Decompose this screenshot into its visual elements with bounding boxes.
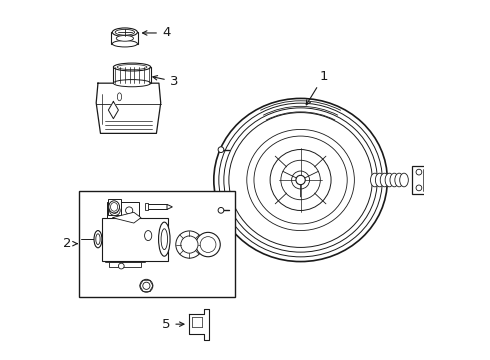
Text: 5: 5 (162, 318, 184, 331)
Ellipse shape (219, 103, 382, 257)
Text: 4: 4 (143, 27, 171, 40)
Circle shape (218, 147, 224, 153)
Ellipse shape (94, 230, 102, 248)
Circle shape (200, 237, 216, 252)
Ellipse shape (109, 201, 120, 213)
Polygon shape (190, 309, 209, 339)
Circle shape (292, 171, 310, 189)
Ellipse shape (380, 173, 389, 187)
Circle shape (119, 263, 124, 269)
Ellipse shape (375, 173, 384, 187)
Ellipse shape (390, 173, 398, 187)
Ellipse shape (159, 222, 170, 256)
Ellipse shape (117, 64, 147, 69)
Circle shape (181, 236, 198, 253)
Bar (101, 218, 168, 261)
Circle shape (218, 207, 224, 213)
Circle shape (140, 279, 153, 292)
Ellipse shape (112, 41, 137, 47)
Ellipse shape (395, 173, 403, 187)
Bar (108, 199, 121, 215)
Ellipse shape (370, 173, 379, 187)
Bar (111, 32, 139, 44)
Ellipse shape (113, 63, 151, 71)
Circle shape (296, 175, 305, 185)
Polygon shape (108, 102, 119, 119)
Bar (113, 67, 151, 83)
Circle shape (416, 185, 422, 191)
Ellipse shape (116, 36, 133, 41)
Bar (145, 203, 148, 211)
Text: 3: 3 (153, 75, 178, 88)
Circle shape (270, 149, 331, 211)
Ellipse shape (229, 113, 372, 247)
Ellipse shape (125, 207, 133, 214)
Ellipse shape (161, 229, 168, 249)
Ellipse shape (385, 173, 394, 187)
Circle shape (143, 282, 150, 289)
Text: 1: 1 (306, 69, 328, 105)
Ellipse shape (115, 30, 135, 35)
Ellipse shape (112, 28, 137, 37)
Ellipse shape (214, 98, 388, 262)
Text: 2: 2 (63, 237, 77, 250)
Ellipse shape (224, 108, 377, 252)
Polygon shape (112, 212, 141, 223)
Circle shape (196, 232, 220, 257)
Bar (109, 262, 141, 267)
Bar (413, 166, 431, 194)
Ellipse shape (111, 203, 118, 211)
Polygon shape (167, 204, 172, 210)
Ellipse shape (400, 173, 408, 187)
Bar (147, 204, 167, 210)
Ellipse shape (112, 208, 118, 213)
Bar (79, 191, 235, 297)
Bar (107, 202, 139, 218)
Ellipse shape (145, 230, 152, 240)
Ellipse shape (109, 206, 120, 216)
Ellipse shape (113, 80, 151, 87)
Polygon shape (96, 83, 161, 134)
Ellipse shape (96, 234, 100, 244)
Circle shape (416, 169, 422, 175)
Circle shape (176, 231, 203, 258)
